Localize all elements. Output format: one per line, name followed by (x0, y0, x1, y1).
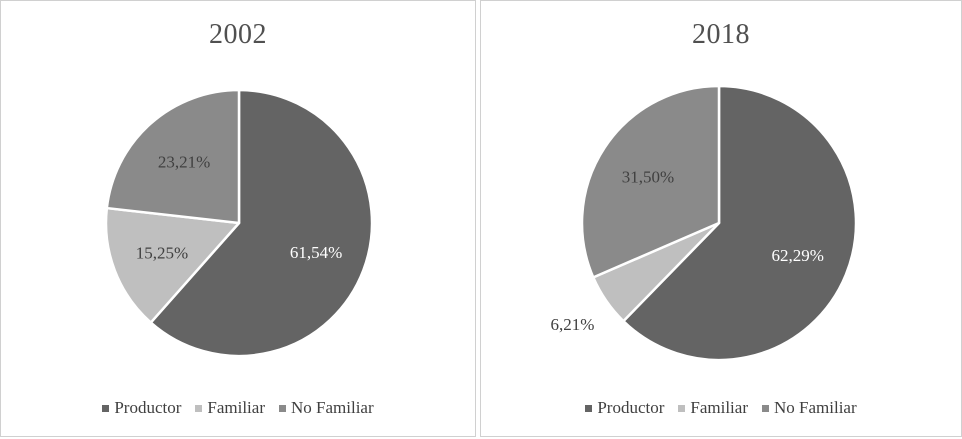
chart-title: 2018 (692, 19, 750, 50)
chart-title: 2002 (209, 19, 267, 50)
legend-label: No Familiar (774, 398, 857, 417)
data-label-productor: 61,54% (290, 243, 342, 262)
pie-chart-2018: 62,29% 6,21% 31,50% (550, 84, 858, 362)
chart-panel-2018: 2018 62,29% 6,21% 31,50% Productor Familia… (480, 0, 962, 437)
legend-label: Productor (597, 398, 665, 417)
legend-item-no-familiar: No Familiar (279, 398, 374, 418)
data-label-productor: 62,29% (771, 246, 823, 265)
pie-slice-familiar (104, 206, 241, 324)
legend-item-productor: Productor (102, 398, 181, 418)
legend-swatch-productor (102, 404, 110, 412)
legend-swatch-familiar (195, 404, 203, 412)
legend-swatch-productor (585, 404, 593, 412)
legend-item-productor: Productor (585, 398, 664, 418)
legend-swatch-no-familiar (762, 404, 769, 412)
data-label-no-familiar: 23,21% (158, 153, 210, 172)
pie-chart-2002: 61,54% 15,25% 23,21% (104, 88, 374, 358)
pie-slice-no-familiar (105, 88, 241, 225)
pie-slice-productor (622, 84, 858, 362)
legend-item-no-familiar: No Familiar (762, 398, 857, 418)
legend-label: Familiar (207, 398, 265, 417)
legend-item-familiar: Familiar (678, 398, 748, 418)
pie-slice-productor (149, 88, 374, 358)
legend-swatch-familiar (678, 404, 686, 412)
legend: Productor Familiar No Familiar (1, 398, 475, 418)
legend-label: Familiar (690, 398, 748, 417)
pie-slice-no-familiar (580, 84, 721, 279)
legend-swatch-no-familiar (279, 404, 286, 412)
data-label-familiar: 6,21% (550, 315, 594, 334)
legend-item-familiar: Familiar (195, 398, 265, 418)
chart-panel-2002: 2002 61,54% 15,25% 23,21% Productor Famili… (0, 0, 476, 437)
data-label-familiar: 15,25% (136, 244, 188, 263)
legend: Productor Familiar No Familiar (481, 398, 961, 418)
data-label-no-familiar: 31,50% (622, 167, 674, 186)
legend-label: No Familiar (291, 398, 374, 417)
legend-label: Productor (114, 398, 182, 417)
